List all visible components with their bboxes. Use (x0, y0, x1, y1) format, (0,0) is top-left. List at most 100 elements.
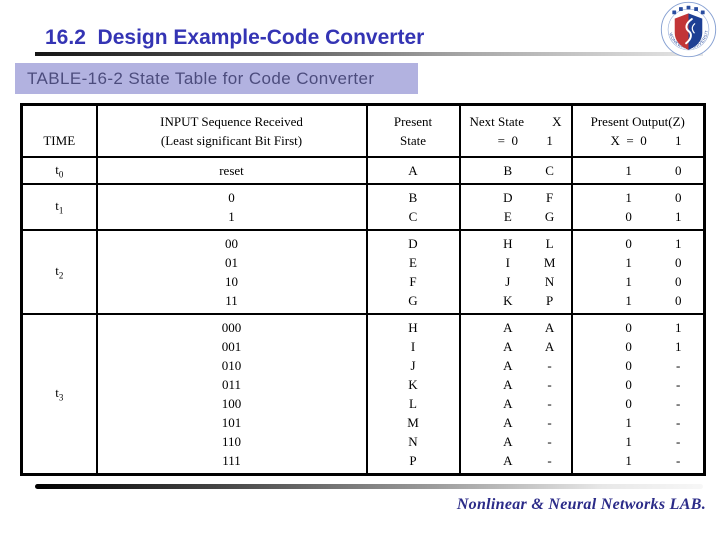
time-header-label: TIME (43, 133, 76, 148)
emblem-shield-right (688, 13, 703, 50)
time-cell: t2 (20, 229, 98, 315)
cell-line: A (408, 163, 418, 178)
pair-value-x1: - (676, 453, 681, 468)
pair-value-x1: - (547, 396, 552, 411)
col-header-time: TIME (20, 103, 98, 158)
pair-value-x1: 1 (674, 236, 682, 251)
pair-value-x0: 1 (625, 434, 632, 449)
cell-line: P (409, 453, 417, 468)
cell-line: 011 (221, 377, 242, 392)
lab-credit: Nonlinear & Neural Networks LAB. (456, 496, 706, 513)
pair-value-x0: A (503, 396, 513, 411)
time-group-row: t2 00 01 10 11 D E F G H L I M J N K P 0 1 1 0 1 0 1 0 (20, 229, 706, 315)
pair-value-x0: H (503, 236, 513, 251)
pair-value-x0: 1 (625, 163, 632, 178)
pair-value-x0: 1 (625, 415, 632, 430)
col-header-next-state: Next State X = 0 1 (458, 103, 573, 158)
cell-line-pair: A- (461, 413, 571, 432)
pair-value-x1: 0 (674, 255, 682, 270)
pair-value-x1: - (676, 377, 681, 392)
cell-line: 00 (225, 236, 238, 251)
title-underline-rule (35, 52, 703, 56)
pair-value-x1: - (676, 434, 681, 449)
cell-line: D (408, 236, 418, 251)
cell-line: M (407, 415, 419, 430)
cell-line: 001 (221, 339, 242, 354)
pair-value-x1: C (545, 163, 554, 178)
input-sequence-cell: 000 001 010 011 100 101 110 111 (95, 313, 368, 476)
col-header-present-output: Present Output(Z) X = 0 1 (570, 103, 706, 158)
cell-line: B (408, 190, 418, 205)
col-header-present-state: Present State (365, 103, 461, 158)
pair-value-x0: 1 (625, 255, 632, 270)
cell-line: 111 (222, 453, 241, 468)
pair-value-x1: P (545, 293, 554, 308)
cell-line: L (409, 396, 417, 411)
present-state-cell: A (365, 156, 461, 185)
header-row: TIME INPUT Sequence Received (Least sign… (20, 103, 706, 158)
cell-line-pair: A- (461, 394, 571, 413)
cell-line: G (408, 293, 418, 308)
cell-line: 1 (228, 209, 235, 224)
time-subscript: 0 (58, 169, 64, 180)
pair-value-x1: L (545, 236, 554, 251)
pair-value-x1: - (547, 358, 552, 373)
pair-value-x0: A (503, 358, 513, 373)
cell-line: E (409, 255, 417, 270)
pair-value-x1: - (676, 396, 681, 411)
time-cell: t1 (20, 183, 98, 231)
time-cell: t3 (20, 313, 98, 476)
pair-value-x1: 1 (674, 320, 682, 335)
pair-value-x1: F (545, 190, 554, 205)
cell-line: C (408, 209, 418, 224)
cell-line: 110 (221, 434, 242, 449)
cell-line-pair: A- (461, 451, 571, 470)
input-sequence-cell: 00 01 10 11 (95, 229, 368, 315)
pair-value-x1: - (547, 415, 552, 430)
slide-title: 16.2 Design Example-Code Converter (45, 26, 425, 49)
time-cell: t0 (20, 156, 98, 185)
pair-value-x1: 0 (674, 163, 682, 178)
pair-value-x0: A (503, 320, 513, 335)
time-subscript: 1 (58, 205, 64, 216)
pair-value-x0: A (503, 339, 513, 354)
table-caption-text: TABLE-16-2 State Table for Code Converte… (27, 68, 375, 88)
pair-value-x1: M (543, 255, 556, 270)
emblem-shield-left (674, 13, 689, 50)
time-group-row: t3 000 001 010 011 100 101 110 111 H I J K L M N P A A A A A -… (20, 313, 706, 476)
pair-value-x0: I (505, 255, 510, 270)
pair-value-x1: G (544, 209, 555, 224)
pair-value-x1: - (547, 377, 552, 392)
input-sequence-cell: reset (95, 156, 368, 185)
pair-value-x1: - (676, 358, 681, 373)
cell-line: 010 (221, 358, 242, 373)
pair-value-x1: - (547, 434, 552, 449)
pair-value-x0: 1 (625, 274, 632, 289)
cell-line: 100 (221, 396, 242, 411)
cell-line: H (408, 320, 418, 335)
pair-value-x0: 0 (625, 339, 632, 354)
cell-line-pair: A- (461, 432, 571, 451)
cell-line-pair: 1- (573, 432, 704, 451)
pair-value-x1: 0 (674, 293, 682, 308)
pair-value-x0: A (503, 434, 513, 449)
cell-line: J (410, 358, 416, 373)
